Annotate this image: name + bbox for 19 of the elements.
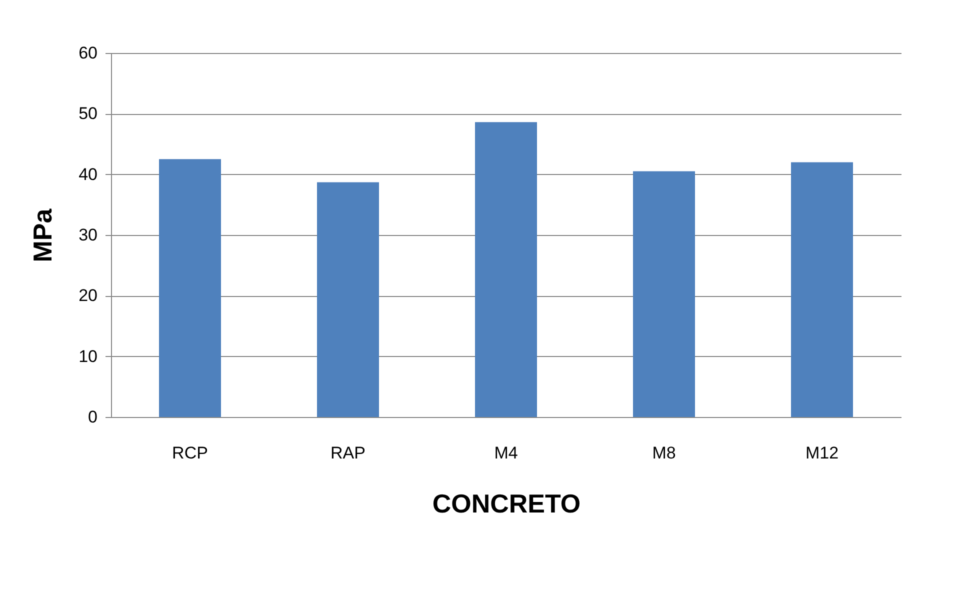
y-tick-label: 60 xyxy=(78,44,98,62)
bar xyxy=(475,122,537,417)
y-tick-label: 50 xyxy=(78,104,98,124)
y-tick-label: 0 xyxy=(88,408,98,426)
x-tick-label: M8 xyxy=(652,444,676,462)
bar xyxy=(159,159,221,417)
y-axis-title: MPa xyxy=(28,208,58,262)
bar xyxy=(317,182,379,417)
x-tick-label: M12 xyxy=(805,444,839,462)
y-tick-label: 40 xyxy=(78,164,98,184)
bar xyxy=(633,171,695,417)
y-tick-label: 10 xyxy=(78,346,98,366)
bar xyxy=(791,162,853,417)
x-tick-label: RCP xyxy=(172,444,208,462)
x-tick-label: RAP xyxy=(330,444,366,462)
y-tick-label: 30 xyxy=(78,226,98,244)
y-tick-label: 20 xyxy=(78,286,98,306)
x-axis-title: CONCRETO xyxy=(432,488,581,518)
x-tick-label: M4 xyxy=(494,444,518,462)
